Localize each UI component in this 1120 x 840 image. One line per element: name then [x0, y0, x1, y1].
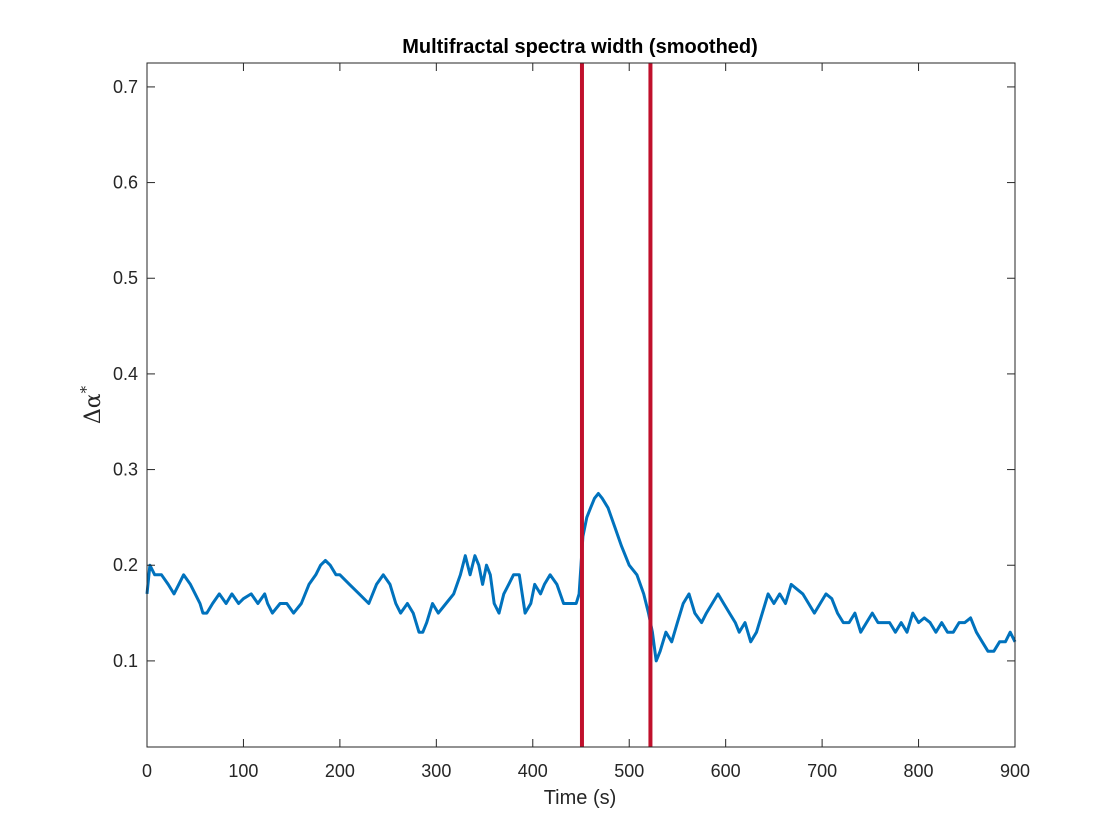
x-tick-label: 0 — [142, 761, 152, 781]
y-tick-label: 0.4 — [113, 364, 138, 384]
axis-ticks: 0 100 200 300 400 500 600 700 800 900 0.1 0.2 0.3 0.4… — [113, 63, 1030, 781]
plot-content — [145, 63, 1017, 747]
y-tick-label: 0.7 — [113, 77, 138, 97]
y-tick-label: 0.3 — [113, 460, 138, 480]
chart-title: Multifractal spectra width (smoothed) — [402, 36, 758, 58]
x-tick-label: 600 — [711, 761, 741, 781]
x-tick-label: 400 — [518, 761, 548, 781]
y-axis-label-base: Δα — [81, 393, 106, 424]
y-tick-label: 0.5 — [113, 268, 138, 288]
y-axis-label-sup: * — [77, 385, 95, 393]
x-tick-label: 700 — [807, 761, 837, 781]
x-tick-label: 900 — [1000, 761, 1030, 781]
plot-frame — [146, 62, 1016, 748]
y-tick-label: 0.6 — [113, 173, 138, 193]
y-axis-label: Δα* — [77, 385, 106, 424]
x-tick-label: 800 — [904, 761, 934, 781]
y-tick-label: 0.1 — [113, 651, 138, 671]
x-tick-label: 100 — [228, 761, 258, 781]
x-tick-label: 500 — [614, 761, 644, 781]
x-axis-label: Time (s) — [544, 787, 617, 809]
x-tick-label: 300 — [421, 761, 451, 781]
x-tick-label: 200 — [325, 761, 355, 781]
y-tick-label: 0.2 — [113, 555, 138, 575]
